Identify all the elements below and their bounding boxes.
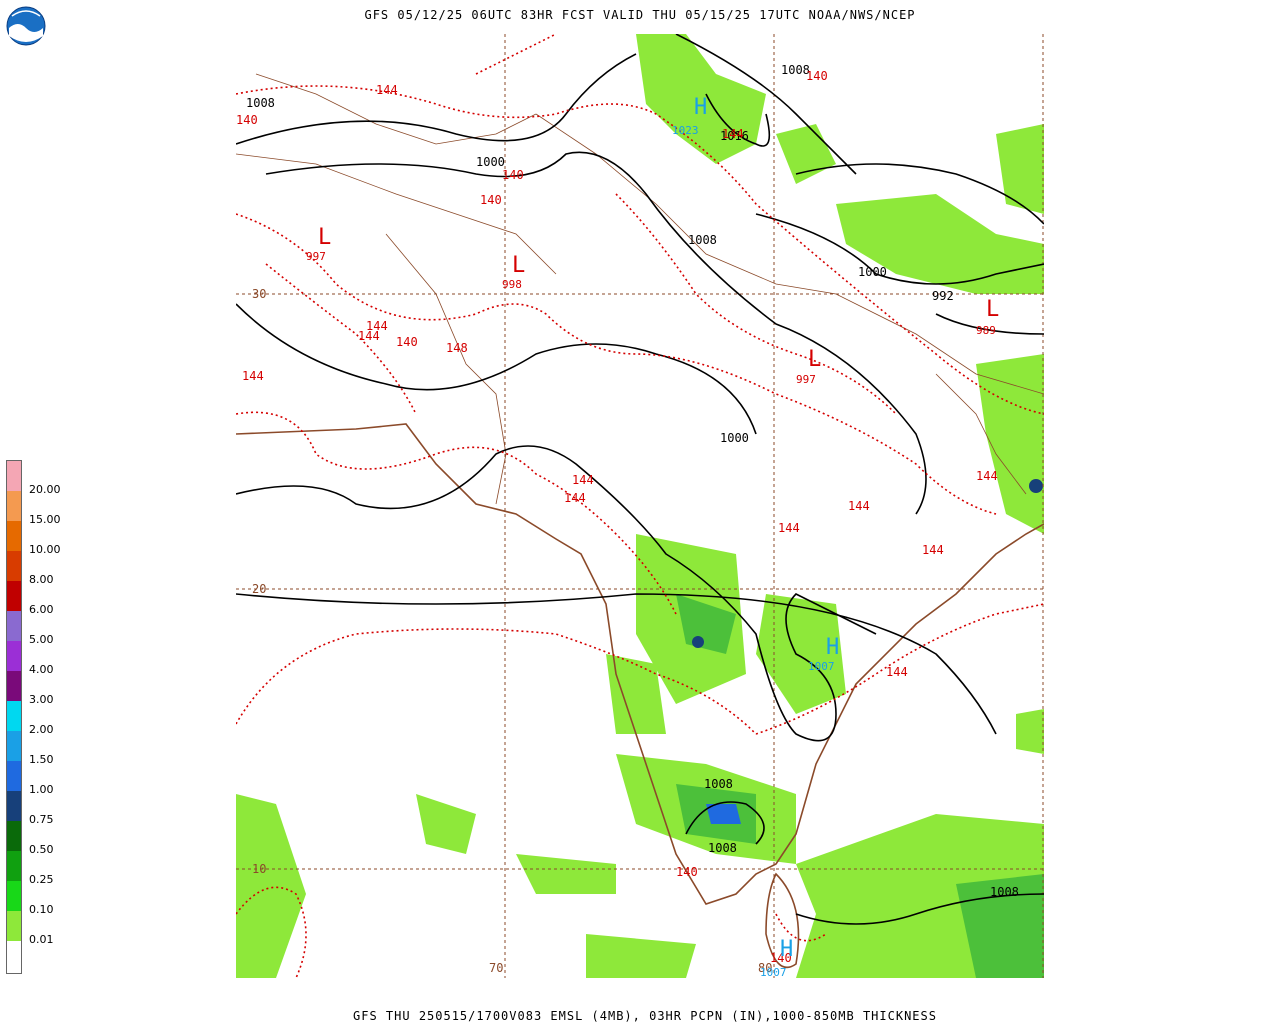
legend-label: 0.01 [29, 933, 54, 946]
legend-swatch [7, 881, 21, 911]
thickness-contours [236, 34, 1044, 978]
thickness-label: 140 [806, 69, 828, 83]
legend-swatch [7, 731, 21, 761]
noaa-logo-icon [6, 6, 46, 46]
pressure-label: 1008 [781, 63, 810, 77]
legend-swatch [7, 521, 21, 551]
legend-label: 0.75 [29, 813, 54, 826]
legend-label: 3.00 [29, 693, 54, 706]
pressure-label: 1008 [990, 885, 1019, 899]
legend-swatch [7, 581, 21, 611]
pressure-label: 1008 [688, 233, 717, 247]
lon-label-70: 70 [489, 961, 503, 975]
thickness-label: 140 [236, 113, 258, 127]
map-caption: GFS THU 250515/1700V083 EMSL (4MB), 03HR… [353, 1009, 937, 1023]
high-symbol: H [826, 635, 839, 660]
thickness-label: 144 [366, 319, 388, 333]
thickness-label: 144 [976, 469, 998, 483]
pressure-label: 1008 [704, 777, 733, 791]
legend-label: 0.25 [29, 873, 54, 886]
legend-label: 1.50 [29, 753, 54, 766]
legend-label: 1.00 [29, 783, 54, 796]
coastline [236, 423, 1044, 969]
legend-label: 2.00 [29, 723, 54, 736]
high-symbol: H [780, 937, 793, 962]
pressure-label: 1000 [476, 155, 505, 169]
high-value: 1007 [760, 966, 787, 978]
low-symbol: L [986, 297, 999, 322]
thickness-label: 144 [778, 521, 800, 535]
thickness-label: 144 [242, 369, 264, 383]
political-borders [236, 73, 1044, 505]
low-symbol: L [808, 347, 821, 372]
thickness-label: 144 [358, 329, 380, 343]
thickness-label: 144 [722, 127, 744, 141]
legend-swatch-zero [7, 941, 21, 973]
legend-label: 20.00 [29, 483, 61, 496]
thickness-label: 144 [922, 543, 944, 557]
thickness-label: 144 [848, 499, 870, 513]
precip-legend: 20.00 15.00 10.00 8.00 6.00 5.00 4.00 3.00 2.00 1… [6, 460, 61, 974]
legend-swatch [7, 461, 21, 491]
thickness-label: 148 [446, 341, 468, 355]
pressure-contours [236, 34, 1044, 925]
weather-map: 30 20 10 70 80 1008 1008 1000 1016 1008 … [236, 34, 1044, 978]
precip-areas [236, 34, 1044, 978]
pressure-label: 1000 [858, 265, 887, 279]
latlon-grid [236, 34, 1044, 978]
low-value: 997 [796, 373, 816, 386]
legend-label: 5.00 [29, 633, 54, 646]
low-value: 989 [976, 324, 996, 337]
legend-swatch [7, 551, 21, 581]
legend-label: 15.00 [29, 513, 61, 526]
legend-swatch [7, 671, 21, 701]
lat-label-30: 30 [252, 287, 266, 301]
legend-swatch [7, 821, 21, 851]
legend-label: 4.00 [29, 663, 54, 676]
legend-swatch [7, 641, 21, 671]
high-value: 1007 [808, 660, 835, 673]
thickness-label: 140 [396, 335, 418, 349]
legend-swatch [7, 851, 21, 881]
lat-label-10: 10 [252, 862, 266, 876]
lat-label-20: 20 [252, 582, 266, 596]
legend-swatch [7, 761, 21, 791]
legend-swatch [7, 911, 21, 941]
legend-swatch [7, 791, 21, 821]
low-value: 997 [306, 250, 326, 263]
low-symbol: L [512, 253, 525, 278]
lon-label-80: 80 [758, 961, 772, 975]
thickness-label: 140 [502, 168, 524, 182]
thickness-label: 144 [572, 473, 594, 487]
legend-swatch [7, 701, 21, 731]
legend-label: 8.00 [29, 573, 54, 586]
legend-label: 0.50 [29, 843, 54, 856]
pressure-label: 992 [932, 289, 954, 303]
thickness-label: 144 [886, 665, 908, 679]
pressure-label: 1000 [720, 431, 749, 445]
thickness-label: 144 [376, 83, 398, 97]
pressure-label: 1016 [720, 129, 749, 143]
map-title: GFS 05/12/25 06UTC 83HR FCST VALID THU 0… [364, 8, 916, 22]
legend-label: 6.00 [29, 603, 54, 616]
thickness-label: 144 [564, 491, 586, 505]
legend-swatch [7, 611, 21, 641]
legend-label: 0.10 [29, 903, 54, 916]
legend-label: 10.00 [29, 543, 61, 556]
thickness-label: 140 [770, 951, 792, 965]
pressure-label: 1008 [246, 96, 275, 110]
high-value: 1023 [672, 124, 699, 137]
map-canvas: 30 20 10 70 80 1008 1008 1000 1016 1008 … [236, 34, 1044, 978]
high-symbol: H [694, 95, 707, 120]
low-value: 998 [502, 278, 522, 291]
low-symbol: L [318, 225, 331, 250]
pressure-label: 1008 [708, 841, 737, 855]
thickness-label: 140 [480, 193, 502, 207]
legend-swatch [7, 491, 21, 521]
thickness-label: 140 [676, 865, 698, 879]
